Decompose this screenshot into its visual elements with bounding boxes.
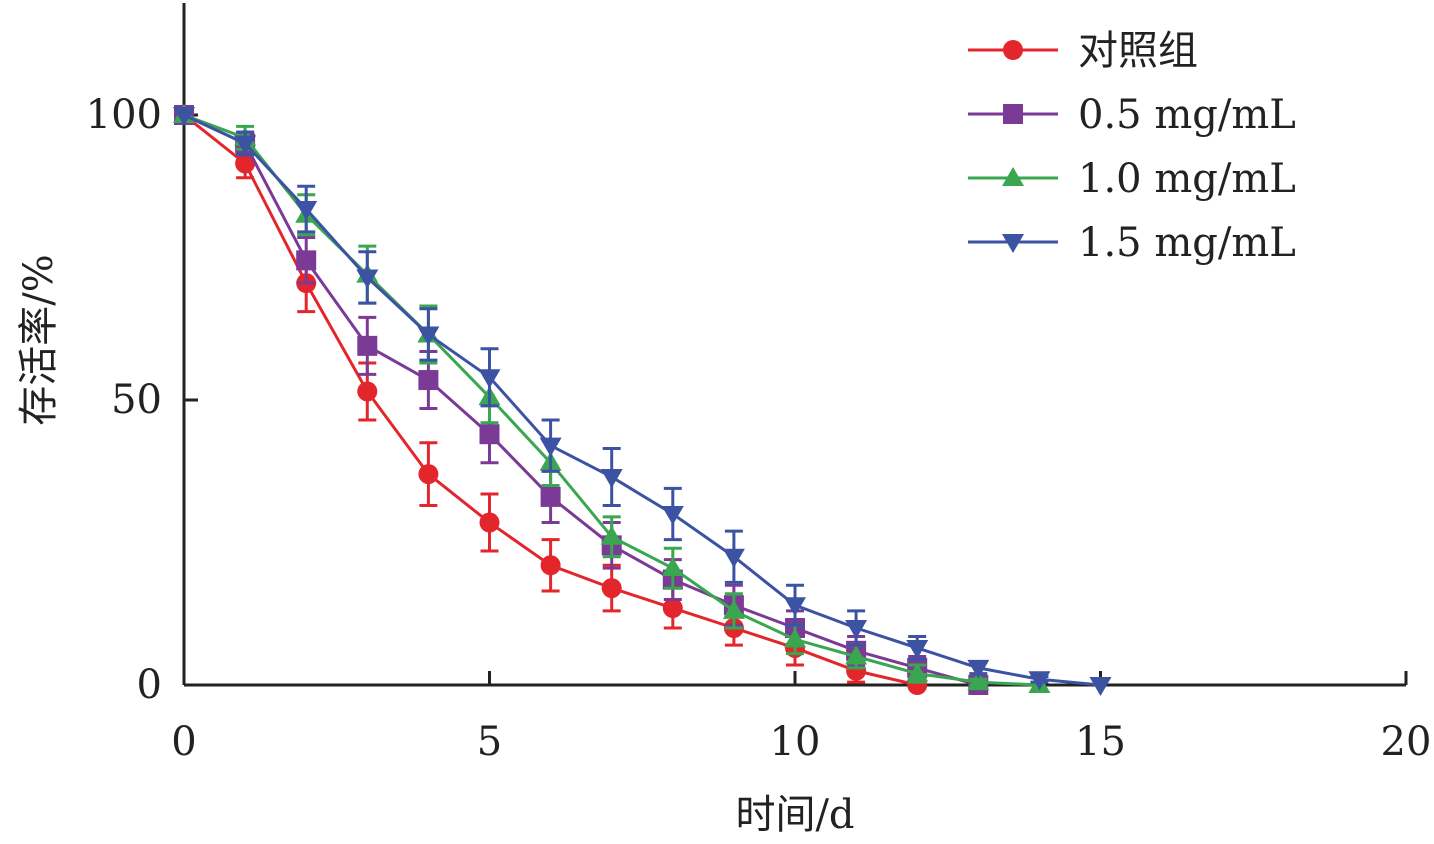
x-tick-label: 15: [1075, 719, 1126, 765]
legend-marker: [1002, 167, 1024, 186]
data-point: [967, 659, 990, 679]
data-point: [845, 645, 868, 665]
legend-marker: [1002, 234, 1024, 253]
legend-label: 对照组: [1078, 28, 1198, 74]
data-point: [540, 486, 561, 507]
series-line: [183, 113, 979, 687]
series-1: [174, 105, 928, 695]
legend-marker: [1003, 104, 1023, 124]
data-point: [906, 662, 929, 682]
legend-item-4: 1.5 mg/mL: [968, 220, 1296, 266]
data-point: [845, 620, 868, 639]
data-point: [418, 464, 439, 485]
data-point: [722, 599, 745, 619]
data-point: [357, 335, 378, 356]
data-point: [234, 135, 257, 155]
data-point: [296, 250, 317, 271]
data-point: [661, 506, 684, 525]
data-point: [601, 578, 622, 599]
data-point: [661, 557, 684, 577]
data-point: [1028, 671, 1051, 691]
series-layer: [173, 104, 1112, 696]
data-point: [173, 107, 195, 126]
y-tick-label: 50: [111, 377, 162, 423]
data-point: [356, 269, 379, 289]
series-4: [173, 107, 1112, 696]
data-point: [662, 598, 683, 619]
data-point: [295, 201, 318, 221]
x-tick-label: 20: [1381, 719, 1432, 765]
y-axis-title: 存活率/%: [16, 254, 62, 425]
legend-item-2: 0.5 mg/mL: [968, 92, 1296, 138]
data-point: [784, 597, 806, 617]
x-tick-label: 5: [477, 719, 502, 765]
data-point: [418, 370, 439, 391]
series-line: [183, 113, 1101, 687]
data-point: [540, 555, 561, 576]
y-tick-label: 0: [137, 662, 162, 708]
legend-item-1: 对照组: [968, 28, 1198, 74]
data-point: [539, 437, 562, 457]
legend-label: 1.0 mg/mL: [1078, 156, 1296, 202]
series-2: [174, 105, 989, 695]
data-point: [479, 512, 500, 533]
legend-item-3: 1.0 mg/mL: [968, 156, 1296, 202]
legend: 对照组 0.5 mg/mL 1.0 mg/mL 1.5 mg/mL: [968, 28, 1296, 266]
data-point: [600, 468, 623, 488]
data-point: [478, 369, 501, 389]
data-point: [600, 525, 623, 545]
data-point: [722, 548, 745, 568]
data-point: [967, 671, 990, 691]
legend-marker: [1003, 40, 1023, 60]
data-point: [357, 381, 378, 402]
legend-label: 1.5 mg/mL: [1078, 220, 1296, 266]
legend-label: 0.5 mg/mL: [1078, 92, 1296, 138]
data-point: [784, 628, 806, 648]
y-tick-label: 100: [86, 92, 162, 138]
data-point: [417, 326, 440, 346]
data-point: [479, 424, 500, 445]
data-point: [906, 639, 929, 659]
x-tick-label: 0: [171, 719, 196, 765]
data-point: [235, 153, 256, 174]
axes-layer: 0 5 10 15 20 0 50 100 时间/d 存活率/%: [16, 3, 1431, 838]
x-axis-title: 时间/d: [735, 792, 854, 838]
data-point: [1089, 677, 1112, 696]
x-tick-label: 10: [770, 719, 821, 765]
